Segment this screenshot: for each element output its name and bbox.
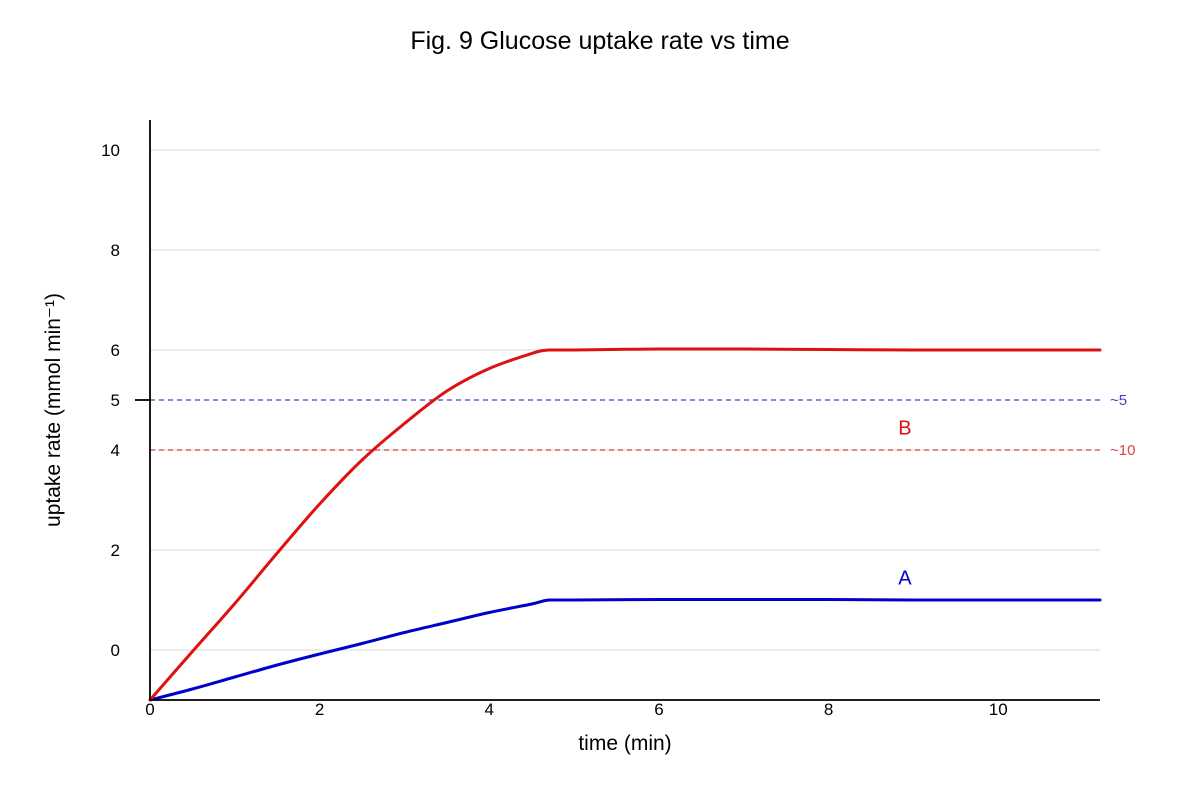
- series-label-a: A: [898, 568, 912, 590]
- chart-title: Fig. 9 Glucose uptake rate vs time: [410, 27, 789, 55]
- x-axis-label: time (min): [578, 732, 671, 755]
- y-tick-label: 5: [111, 391, 120, 410]
- series-line-b: [150, 349, 1100, 700]
- reference-line-label: ~10: [1110, 442, 1135, 459]
- y-axis-label: uptake rate (mmol min⁻¹): [42, 293, 65, 527]
- y-tick-label: 10: [101, 141, 120, 160]
- reference-line-label: ~5: [1110, 392, 1127, 409]
- x-tick-label: 8: [824, 700, 833, 719]
- y-tick-label: 6: [111, 341, 120, 360]
- data-series: AB: [150, 349, 1100, 700]
- x-tick-label: 2: [315, 700, 324, 719]
- series-label-b: B: [898, 418, 911, 440]
- axes: [135, 120, 1100, 700]
- x-tick-label: 4: [485, 700, 494, 719]
- y-tick-label: 0: [111, 641, 120, 660]
- reference-lines: ~5 ~10: [150, 392, 1135, 459]
- grid-lines: [150, 150, 1100, 650]
- tick-labels: 0 2 4 5 6 8 10 0 2 4 6 8 10: [101, 141, 1008, 719]
- y-tick-label: 4: [111, 441, 120, 460]
- x-tick-label: 10: [989, 700, 1008, 719]
- y-tick-label: 2: [111, 541, 120, 560]
- x-tick-label: 0: [145, 700, 154, 719]
- x-tick-label: 6: [654, 700, 663, 719]
- y-tick-label: 8: [111, 241, 120, 260]
